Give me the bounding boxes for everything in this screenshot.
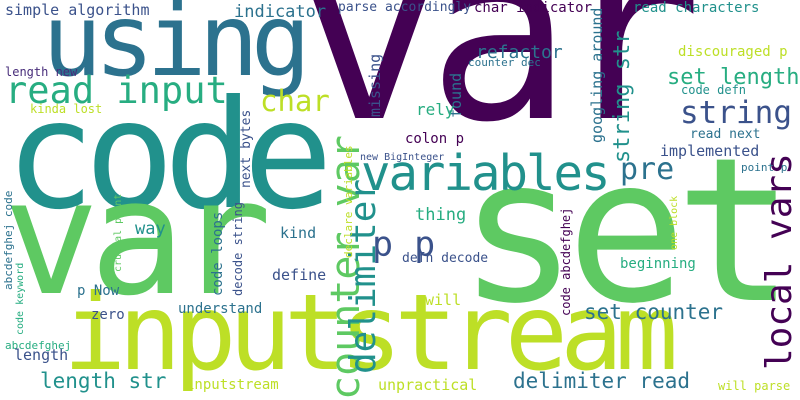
word-char-indicator: char indicator (474, 0, 593, 16)
word-way: way (135, 219, 166, 239)
word-code-defn: code defn (681, 83, 747, 97)
word-char: char (260, 84, 330, 118)
word-point-p: point p (741, 161, 788, 174)
word-using: using (42, 0, 311, 99)
word-simple-algorithm: simple algorithm (5, 1, 150, 19)
word-set-counter: set counter (584, 300, 724, 324)
word-discouraged-p: discouraged p (678, 44, 788, 60)
word-delimiter-read: delimiter read (513, 369, 691, 393)
word-kind: kind (280, 224, 317, 242)
word-decode-string: decode string (231, 202, 245, 296)
word-local-vars: local vars (759, 153, 800, 370)
word-abcdefghej-code: abcdefghej code (2, 190, 15, 290)
word-read-input: read input (5, 69, 228, 112)
word-inputstream-small: inputstream (186, 377, 279, 393)
word-refactor: refactor (476, 42, 563, 63)
word-var-large: var (297, 0, 703, 175)
word-declare-variables: declare variables (342, 145, 355, 258)
word-indicator: indicator (234, 2, 327, 22)
word-implemented: implemented (660, 142, 760, 160)
word-abcdefghej: abcdefghej (5, 339, 72, 352)
word-will: will (425, 291, 462, 309)
word-variables: variables (361, 145, 611, 202)
word-read-characters: read characters (633, 0, 760, 16)
word-code-abcdefghej: code abcdefghej (559, 207, 573, 316)
word-beginning: beginning (620, 256, 696, 272)
word-counter-dec: counter dec (468, 56, 541, 69)
word-var-medium: var (3, 144, 272, 331)
word-set-length: set length (667, 65, 800, 90)
word-string-str: string str (610, 30, 635, 163)
word-parse-accordingly: parse accordingly (338, 0, 472, 15)
word-define: define (272, 266, 327, 284)
word-new-biginteger: new BigInteger (360, 152, 445, 163)
word-length: length (14, 346, 69, 364)
word-understand: understand (178, 301, 263, 317)
word-missing: missing (366, 53, 384, 117)
word-defn-decode: defn decode (402, 251, 489, 266)
word-will-parse: will parse (718, 379, 791, 393)
word-length-new: length new (5, 65, 78, 79)
word-code-keyword: code keyword (15, 262, 26, 335)
word-crucial-point: crucial point (113, 193, 124, 272)
word-p-now: p Now (77, 283, 120, 299)
word-p-p: p p (372, 225, 436, 265)
word-string: string (680, 95, 792, 131)
word-length-str: length str (40, 369, 167, 393)
word-thing: thing (415, 205, 467, 225)
word-pre: pre (620, 152, 675, 187)
word-code-loops: code loops (210, 211, 226, 296)
word-code: code (5, 69, 333, 243)
word-inputstream-large: inputstream (63, 272, 678, 394)
word-next-bytes: next bytes (239, 109, 254, 188)
word-unpractical: unpractical (378, 376, 478, 394)
word-kinda-lost: kinda lost (30, 102, 103, 116)
word-zero: zero (91, 307, 125, 323)
word-googling-around: googling around (588, 7, 606, 143)
word-rely: rely (416, 100, 455, 119)
word-colon-p: colon p (405, 131, 465, 147)
word-set: set (458, 115, 795, 348)
word-read-next: read next (690, 127, 761, 142)
word-one-block: one block (669, 195, 680, 250)
